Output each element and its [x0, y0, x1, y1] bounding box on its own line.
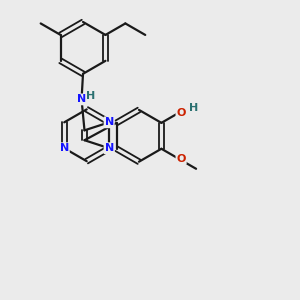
Text: N: N	[60, 143, 69, 153]
Text: N: N	[104, 117, 114, 127]
Text: O: O	[176, 108, 186, 118]
Text: H: H	[86, 92, 96, 101]
Text: N: N	[104, 143, 114, 153]
Text: N: N	[77, 94, 86, 104]
Text: O: O	[176, 154, 186, 164]
Text: H: H	[189, 103, 199, 113]
